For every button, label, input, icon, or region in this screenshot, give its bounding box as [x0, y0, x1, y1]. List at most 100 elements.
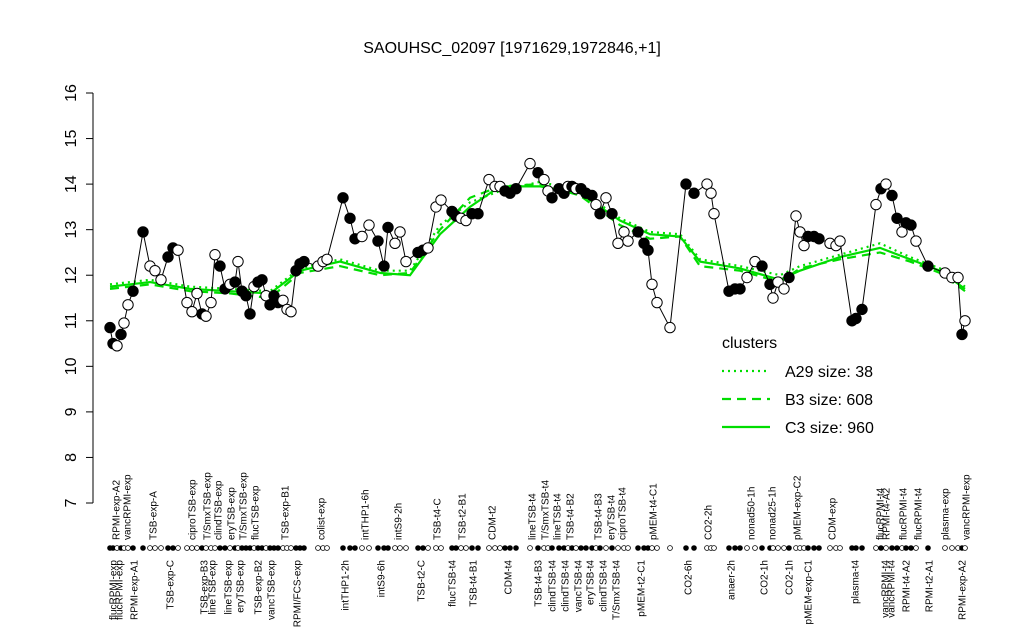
sample-point — [115, 328, 127, 341]
sample-point — [111, 340, 123, 352]
sample-label: pMEM-exp-C2 — [793, 475, 804, 540]
sample-point — [229, 276, 241, 288]
sample-point — [344, 212, 356, 224]
sample-dot — [147, 545, 153, 551]
sample-point — [688, 187, 700, 199]
sample-label: clindTSB-t4 — [548, 560, 559, 612]
cluster-line — [109, 180, 966, 293]
sample-label: TSB-exp-B3 — [200, 560, 211, 615]
sample-point — [922, 260, 934, 272]
sample-dot — [385, 545, 391, 551]
sample-label: RPMI-t4-A2 — [882, 487, 893, 540]
sample-point — [594, 208, 606, 220]
sample-dot — [513, 545, 519, 551]
sample-point — [956, 328, 968, 341]
sample-label: flucRPMI-exp — [109, 560, 120, 620]
sample-label: flucTSB-t4 — [448, 560, 459, 607]
sample-dot — [433, 545, 439, 551]
sample-label: eryTSB-exp — [227, 487, 238, 540]
sample-point — [783, 271, 795, 284]
sample-dot — [816, 545, 822, 551]
sample-point — [240, 290, 252, 302]
sample-label: vancTSB-t4 — [574, 560, 585, 613]
sample-label: TSB-t4-B3 — [594, 493, 605, 540]
sample-dot — [691, 545, 697, 551]
sample-point — [232, 255, 244, 268]
sample-point — [422, 242, 434, 254]
sample-point — [734, 283, 746, 295]
sample-dot — [883, 545, 889, 551]
sample-label: vancRPMI-exp — [962, 474, 973, 540]
sample-point — [834, 235, 846, 247]
sample-dot — [453, 545, 459, 551]
sample-dot — [175, 545, 181, 551]
sample-point — [209, 249, 221, 261]
sample-point — [298, 255, 310, 268]
sample-point — [118, 317, 130, 329]
sample-dot — [222, 545, 228, 551]
sample-point — [680, 178, 692, 190]
sample-dot — [352, 545, 358, 551]
sample-dot — [962, 545, 968, 551]
sample-label: TSB-t4-B1 — [469, 560, 480, 607]
sample-dot — [170, 545, 176, 551]
sample-point — [181, 296, 193, 309]
sample-dot — [853, 545, 859, 551]
sample-dot — [913, 545, 919, 551]
sample-dot — [347, 545, 353, 551]
sample-dot — [583, 545, 589, 551]
sample-point — [137, 226, 149, 238]
sample-point — [790, 210, 802, 222]
sample-dot — [805, 545, 811, 551]
sample-dot — [654, 545, 660, 551]
sample-point — [149, 264, 161, 277]
sample-point — [162, 251, 174, 263]
sample-point — [952, 271, 964, 284]
sample-dot — [301, 545, 307, 551]
sample-dot — [194, 545, 200, 551]
sample-dot — [726, 545, 732, 551]
sample-dot — [340, 545, 346, 551]
sample-point — [959, 315, 971, 327]
sample-label: plasma-exp — [941, 488, 952, 540]
sample-label: anaer-2h — [727, 560, 738, 600]
sample-label: TSB-exp-A — [149, 491, 160, 540]
sample-label: TSB-t2-C — [417, 560, 428, 602]
sample-dot — [615, 545, 621, 551]
y-tick-label: 11 — [63, 312, 80, 329]
sample-dot — [475, 545, 481, 551]
sample-dot — [469, 545, 475, 551]
sample-label: nonad25-1h — [768, 487, 779, 540]
sample-point — [705, 187, 717, 199]
legend-label: A29 size: 38 — [785, 364, 873, 381]
sample-point — [127, 285, 139, 297]
sample-label: T/SmxTSB-t4 — [612, 560, 623, 620]
sample-label: RPMI-exp-A2 — [112, 480, 123, 540]
sample-point — [510, 182, 522, 195]
legend-label: C3 size: 960 — [785, 420, 874, 437]
sample-label: flucTSB-exp — [251, 485, 262, 540]
sample-label: RPMI-t4-A2 — [902, 560, 913, 613]
y-tick-label: 10 — [63, 357, 80, 375]
sample-dot — [212, 545, 218, 551]
y-tick-label: 9 — [63, 407, 80, 416]
sample-label: intTHP1-2h — [341, 560, 352, 611]
sample-dot — [737, 545, 743, 551]
sample-label: TSB-exp-B2 — [254, 560, 265, 615]
sample-dot — [227, 545, 233, 551]
sample-label: intS9-2h — [394, 503, 405, 540]
sample-label: CO2-2h — [704, 505, 715, 540]
sample-dot — [597, 545, 603, 551]
sample-label: T/SmxTSB-exp — [203, 472, 214, 540]
sample-dot — [392, 545, 398, 551]
sample-dot — [759, 545, 765, 551]
sample-point — [472, 208, 484, 220]
sample-label: lineTSB-t4 — [553, 493, 564, 540]
sample-point — [256, 274, 268, 286]
sample-point — [880, 178, 892, 190]
sample-label: pMEM-exp-C1 — [804, 560, 815, 625]
sample-dot — [403, 545, 409, 551]
sample-point — [632, 226, 644, 238]
sample-dot — [908, 545, 914, 551]
sample-dot — [535, 545, 541, 551]
